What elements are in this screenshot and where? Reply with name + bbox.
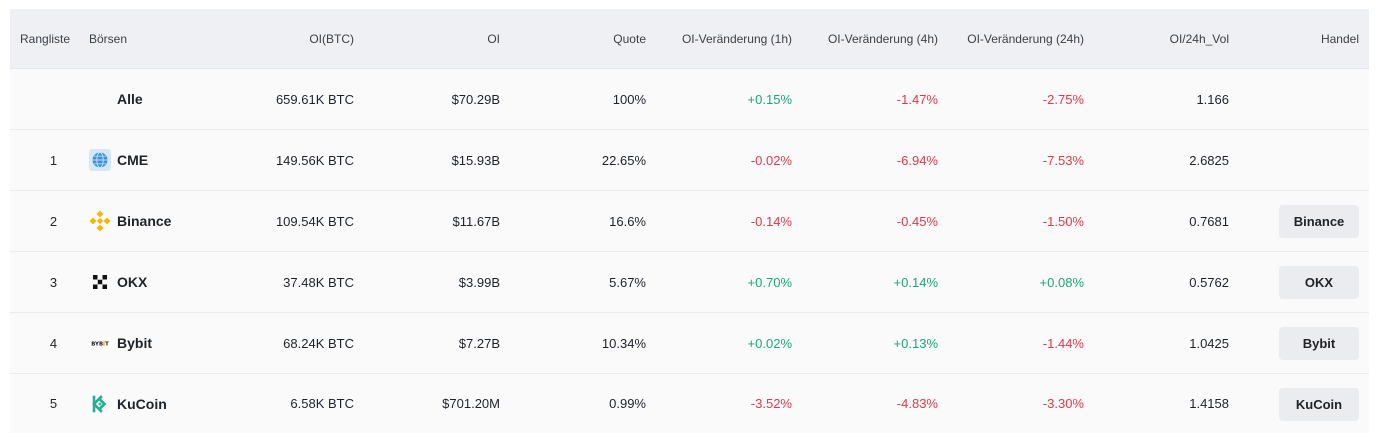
header-oi-btc[interactable]: OI(BTC) (309, 31, 354, 46)
oi-value: $11.67B (452, 213, 500, 229)
exchange-name: OKX (117, 274, 148, 290)
oi-change-24h-value: +0.08% (1039, 274, 1084, 290)
open-interest-table: Rangliste Börsen OI(BTC) OI Quote OI-Ver… (10, 9, 1369, 433)
exchange-cell[interactable]: CME (89, 130, 249, 190)
table-row: 1 CME 149.56K BTC $15.93B 22.65% -0.02% … (10, 130, 1369, 191)
oi-value: $15.93B (451, 152, 500, 168)
rank-value: 2 (49, 213, 58, 229)
rank-value: 5 (49, 396, 58, 411)
quote-value: 5.67% (609, 274, 646, 290)
oi-24h-vol-value: 1.4158 (1189, 396, 1229, 411)
oi-change-24h-value: -3.30% (1042, 396, 1084, 411)
rank-value: 3 (49, 274, 58, 290)
oi-btc-value: 37.48K BTC (283, 274, 354, 290)
bybit-logo-text: BYBIT (91, 342, 109, 348)
exchange-cell: Alle (89, 69, 277, 129)
kucoin-logo-icon (89, 393, 111, 415)
oi-value: $3.99B (458, 274, 500, 290)
oi-btc-value: 149.56K BTC (275, 152, 354, 168)
table-row: 3 OKX 37.48K BTC $3.99B 5.67% +0.70% +0.… (10, 252, 1369, 313)
oi-value: $701.20M (442, 396, 500, 411)
exchange-name: KuCoin (117, 395, 167, 412)
oi-change-1h-value: +0.15% (747, 91, 792, 107)
oi-btc-value: 6.58K BTC (290, 396, 354, 411)
trade-cell: KuCoin (1229, 374, 1359, 433)
oi-change-4h-value: -0.45% (896, 213, 938, 229)
okx-logo-icon (89, 271, 111, 293)
oi-change-1h-value: +0.02% (747, 335, 792, 351)
trade-button-bybit[interactable]: Bybit (1279, 327, 1359, 360)
header-exchange: Börsen (89, 31, 128, 46)
globe-icon (89, 149, 111, 171)
oi-change-1h-value: -0.14% (750, 213, 792, 229)
rank-value: 4 (49, 335, 58, 351)
exchange-cell[interactable]: KuCoin (89, 374, 249, 433)
header-trade: Handel (1320, 31, 1359, 46)
header-rank[interactable]: Rangliste (20, 31, 71, 46)
oi-24h-vol-value: 2.6825 (1189, 152, 1229, 168)
oi-change-4h-value: +0.14% (893, 274, 938, 290)
trade-cell: OKX (1229, 252, 1359, 312)
oi-change-4h-value: -4.83% (896, 396, 938, 411)
table-header: Rangliste Börsen OI(BTC) OI Quote OI-Ver… (10, 9, 1369, 69)
rank-value: 1 (49, 152, 58, 168)
oi-value: $70.29B (451, 91, 500, 107)
header-oi-change-1h[interactable]: OI-Veränderung (1h) (681, 31, 792, 46)
oi-btc-value: 68.24K BTC (283, 335, 354, 351)
header-oi-24h-vol[interactable]: OI/24h_Vol (1169, 31, 1229, 46)
oi-change-24h-value: -1.44% (1042, 335, 1084, 351)
quote-value: 0.99% (609, 396, 646, 411)
oi-change-4h-value: +0.13% (893, 335, 938, 351)
oi-value: $7.27B (458, 335, 500, 351)
oi-change-24h-value: -7.53% (1042, 152, 1084, 168)
oi-24h-vol-value: 1.166 (1196, 91, 1229, 107)
oi-change-1h-value: -0.02% (750, 152, 792, 168)
binance-logo-icon (89, 210, 111, 232)
oi-change-24h-value: -1.50% (1042, 213, 1084, 229)
header-quote[interactable]: Quote (613, 31, 646, 46)
trade-cell: Binance (1229, 191, 1359, 251)
oi-change-1h-value: -3.52% (750, 396, 792, 411)
exchange-name: CME (117, 152, 149, 168)
oi-change-4h-value: -6.94% (896, 152, 938, 168)
exchange-cell[interactable]: BYBIT Bybit (89, 313, 249, 373)
table-row-summary: Alle 659.61K BTC $70.29B 100% +0.15% -1.… (10, 69, 1369, 130)
oi-btc-value: 109.54K BTC (275, 213, 354, 229)
oi-24h-vol-value: 1.0425 (1189, 335, 1229, 351)
exchange-name: Alle (117, 91, 143, 107)
oi-change-1h-value: +0.70% (747, 274, 792, 290)
oi-change-24h-value: -2.75% (1042, 91, 1084, 107)
bybit-logo-icon: BYBIT (89, 332, 111, 354)
table-row: 5 KuCoin 6.58K BTC $701.20M 0.99% -3.52%… (10, 374, 1369, 433)
exchange-cell[interactable]: Binance (89, 191, 249, 251)
trade-button-binance[interactable]: Binance (1279, 205, 1359, 238)
quote-value: 22.65% (601, 152, 646, 168)
table-row: 2 Binance 109.54K BTC $11.67B 16.6% -0.1… (10, 191, 1369, 252)
exchange-name: Binance (117, 213, 172, 229)
header-oi-change-24h[interactable]: OI-Veränderung (24h) (967, 31, 1084, 46)
quote-value: 16.6% (609, 213, 646, 229)
oi-24h-vol-value: 0.7681 (1189, 213, 1229, 229)
header-oi[interactable]: OI (487, 31, 500, 46)
oi-btc-value: 659.61K BTC (275, 91, 354, 107)
exchange-cell[interactable]: OKX (89, 252, 249, 312)
table-row: 4 BYBIT Bybit 68.24K BTC $7.27B 10.34% +… (10, 313, 1369, 374)
quote-value: 10.34% (601, 335, 646, 351)
trade-cell: Bybit (1229, 313, 1359, 373)
oi-24h-vol-value: 0.5762 (1189, 274, 1229, 290)
trade-button-okx[interactable]: OKX (1279, 266, 1359, 299)
exchange-name: Bybit (117, 335, 152, 351)
trade-button-kucoin[interactable]: KuCoin (1279, 388, 1359, 421)
oi-change-4h-value: -1.47% (896, 91, 938, 107)
header-oi-change-4h[interactable]: OI-Veränderung (4h) (827, 31, 938, 46)
quote-value: 100% (612, 91, 646, 107)
